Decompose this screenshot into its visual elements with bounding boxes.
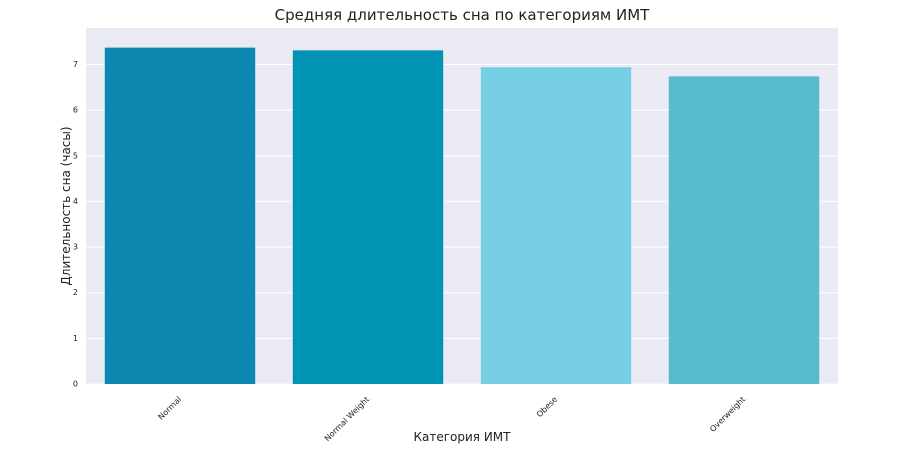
bar	[104, 47, 256, 384]
bar	[292, 50, 444, 384]
x-axis-label: Категория ИМТ	[413, 430, 511, 444]
x-tick-label: Obese	[535, 395, 559, 419]
x-tick-label: Overweight	[708, 395, 747, 434]
bar	[668, 76, 820, 384]
y-tick-label: 4	[73, 197, 78, 206]
y-tick-label: 3	[73, 243, 78, 252]
y-tick-label: 0	[73, 380, 78, 389]
y-tick-label: 5	[73, 151, 78, 160]
y-tick-label: 7	[73, 60, 78, 69]
y-tick-label: 2	[73, 288, 78, 297]
x-tick-label: Normal Weight	[323, 395, 371, 443]
y-tick-label: 6	[73, 106, 78, 115]
chart-title: Средняя длительность сна по категориям И…	[275, 6, 650, 24]
y-tick-label: 1	[73, 334, 78, 343]
bar	[480, 67, 632, 384]
x-tick-label: Normal	[156, 395, 183, 422]
y-axis-label: Длительность сна (часы)	[59, 126, 73, 285]
